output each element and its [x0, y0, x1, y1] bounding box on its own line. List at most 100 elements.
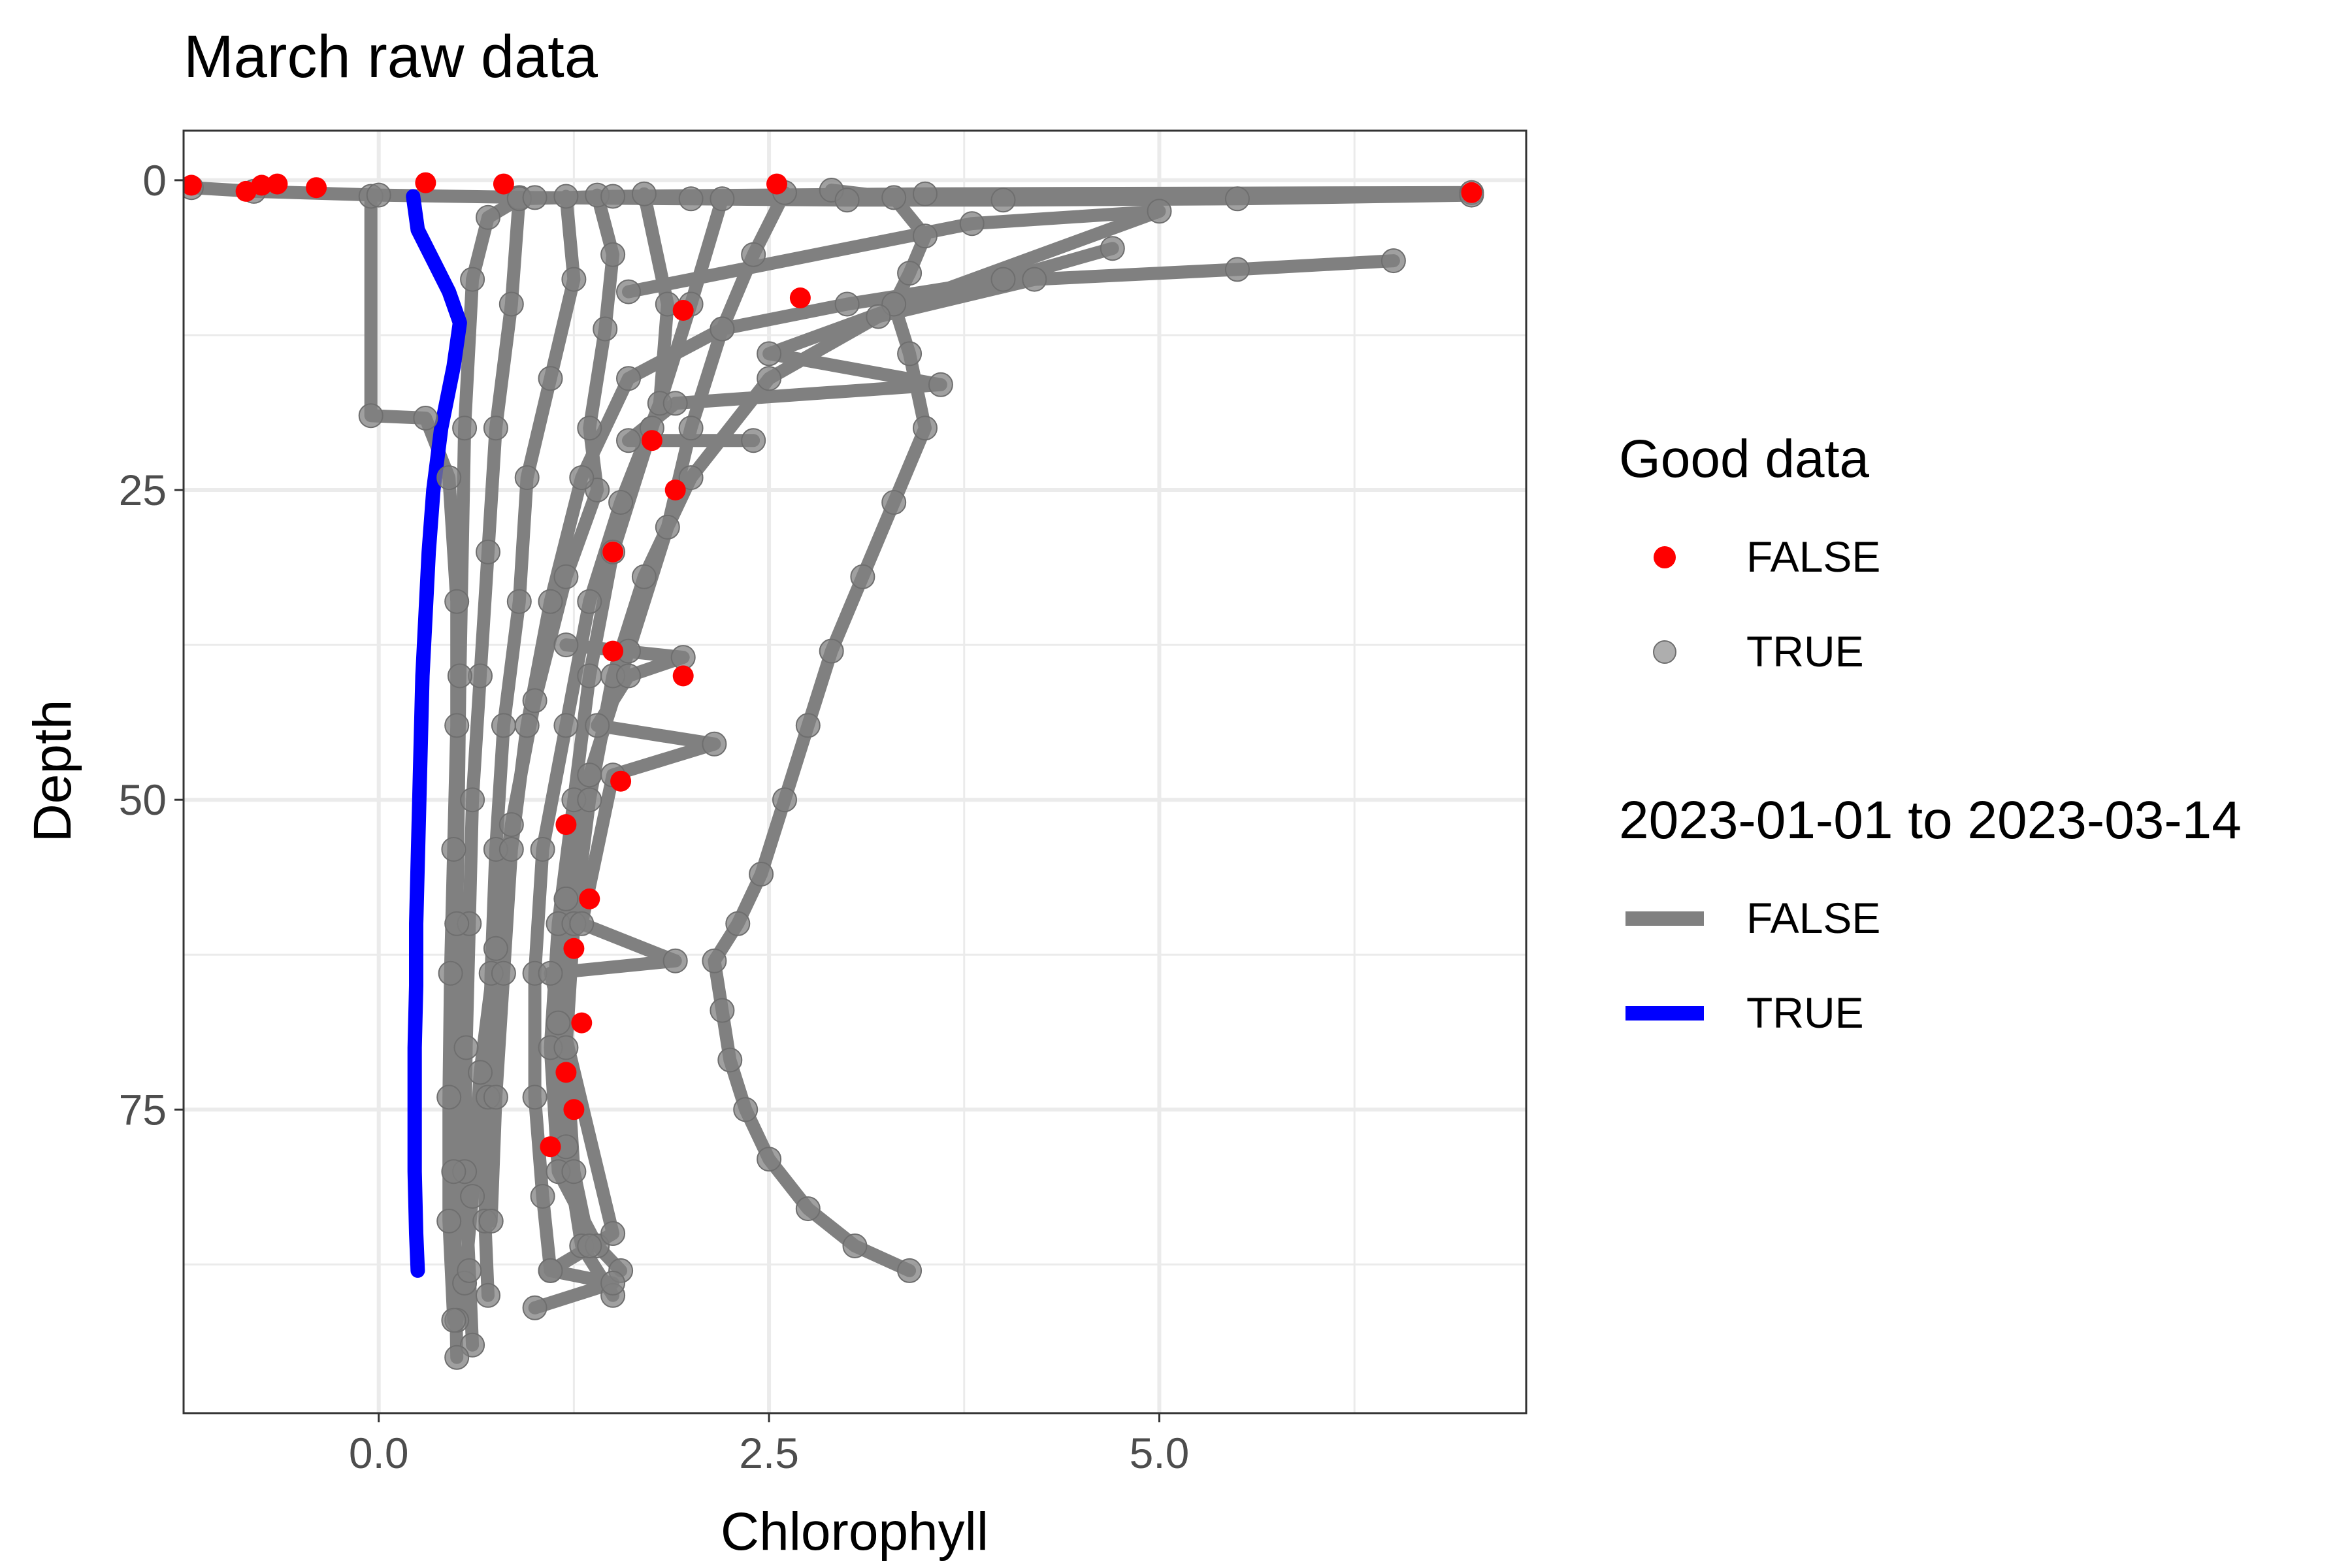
data-point [491, 960, 516, 986]
data-point [577, 762, 602, 788]
data-point [766, 173, 787, 195]
data-point [819, 638, 844, 664]
data-point [491, 713, 516, 738]
data-point [444, 589, 470, 614]
data-point [678, 186, 704, 212]
data-point [725, 911, 751, 936]
data-point [897, 261, 923, 286]
data-point [546, 1010, 571, 1036]
data-point [655, 514, 680, 540]
data-point [457, 1258, 482, 1283]
series-line [406, 189, 467, 1278]
data-point [444, 1345, 470, 1370]
data-point [733, 1097, 759, 1122]
data-point [717, 1047, 743, 1073]
series-line [484, 242, 1119, 1228]
data-point [453, 1035, 479, 1060]
data-point [483, 416, 508, 441]
data-point [460, 267, 485, 292]
data-point [306, 177, 327, 199]
data-point [702, 948, 727, 973]
data-point [600, 1221, 626, 1246]
data-point [476, 1282, 500, 1308]
legend-entry-label: TRUE [1746, 627, 1864, 676]
data-point [438, 960, 463, 986]
data-point [834, 188, 860, 213]
data-point [897, 341, 923, 367]
data-point [672, 300, 694, 321]
grid-major [184, 131, 1526, 1413]
data-point [522, 1085, 547, 1110]
data-point [1022, 267, 1047, 292]
data-point [498, 837, 524, 862]
data-point [436, 465, 462, 491]
data-point [553, 713, 579, 738]
y-tick-label: 25 [119, 466, 167, 514]
data-point [585, 713, 610, 738]
data-point [757, 1147, 782, 1172]
data-point [710, 316, 735, 342]
data-point [460, 787, 485, 813]
data-point [881, 185, 907, 210]
data-point [913, 181, 938, 206]
data-point [850, 564, 875, 589]
data-point [522, 1295, 547, 1320]
data-point [522, 185, 547, 210]
data-point [436, 1085, 462, 1110]
data-point [553, 1035, 579, 1060]
x-axis-label: Chlorophyll [721, 1502, 988, 1561]
data-point [577, 787, 602, 813]
data-point [514, 465, 540, 491]
data-point [553, 184, 579, 209]
data-point [577, 416, 602, 441]
legend-point-key [1654, 546, 1676, 568]
data-point [662, 948, 688, 973]
data-point [616, 366, 641, 391]
data-point [757, 341, 782, 367]
data-point [1461, 182, 1482, 203]
data-point [1380, 248, 1406, 274]
data-point [452, 416, 478, 441]
data-point [483, 936, 508, 961]
data-point [616, 428, 641, 453]
data-point [834, 291, 860, 317]
data-point [928, 372, 953, 397]
data-point [600, 1270, 626, 1296]
data-point [358, 403, 384, 429]
data-point [710, 186, 735, 212]
legend-title: 2023-01-01 to 2023-03-14 [1619, 791, 2242, 850]
data-point [1224, 257, 1250, 282]
data-point [251, 174, 272, 196]
data-point [555, 1062, 577, 1083]
data-point [498, 812, 524, 838]
data-point [415, 172, 436, 193]
data-point [664, 480, 686, 500]
data-point [913, 416, 938, 441]
data-point [842, 1233, 868, 1258]
x-axis: 0.0 2.5 5.0 [349, 1413, 1189, 1477]
data-point [608, 490, 634, 515]
plot-border [182, 129, 1527, 1414]
data-point [184, 174, 202, 196]
data-point [600, 242, 626, 267]
data-point [600, 184, 626, 209]
data-point [553, 564, 579, 589]
data-point [483, 1085, 508, 1110]
data-point [553, 632, 579, 658]
data-point [577, 663, 602, 689]
y-tick-label: 0 [142, 156, 167, 204]
data-point [506, 589, 532, 614]
data-point [741, 428, 766, 453]
data-point [540, 1136, 561, 1158]
data-point [616, 663, 641, 689]
data-point [493, 173, 514, 195]
data-point [866, 304, 891, 329]
data-point [441, 837, 466, 862]
data-point [772, 787, 797, 813]
legend-point-key [1653, 640, 1676, 664]
y-axis-label: Depth [23, 700, 82, 843]
data-point [563, 938, 585, 959]
data-point [672, 665, 694, 687]
data-point [757, 366, 782, 391]
